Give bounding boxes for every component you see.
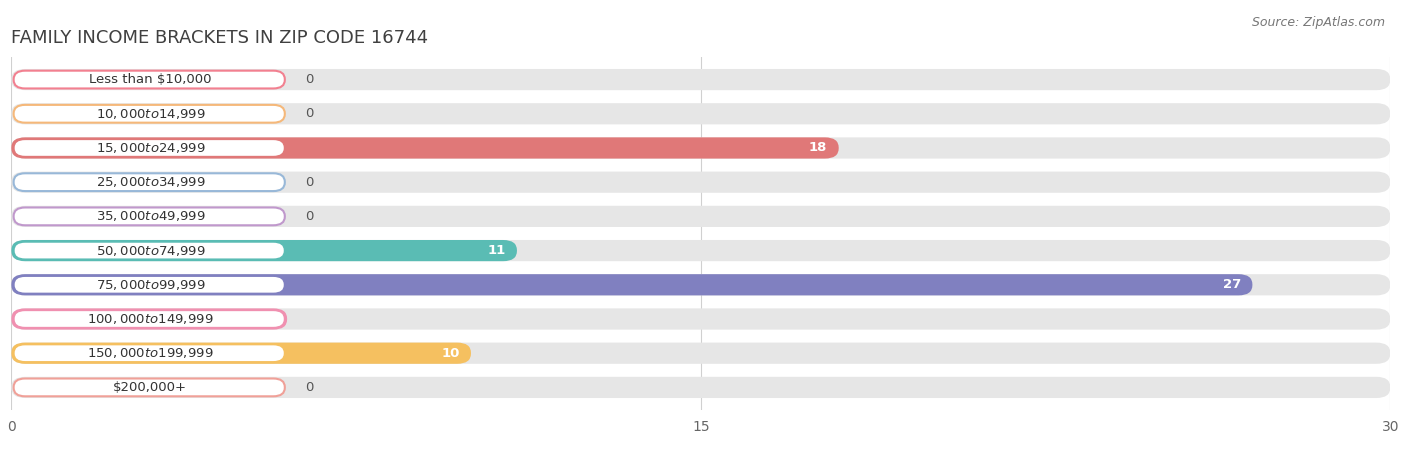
Text: $10,000 to $14,999: $10,000 to $14,999 — [96, 107, 205, 121]
Text: 27: 27 — [1223, 278, 1241, 291]
Text: 18: 18 — [808, 141, 827, 154]
FancyBboxPatch shape — [11, 274, 1391, 295]
FancyBboxPatch shape — [11, 377, 1391, 398]
FancyBboxPatch shape — [14, 139, 285, 157]
FancyBboxPatch shape — [11, 342, 471, 364]
FancyBboxPatch shape — [11, 137, 1391, 158]
Text: $50,000 to $74,999: $50,000 to $74,999 — [96, 243, 205, 257]
FancyBboxPatch shape — [11, 103, 1391, 124]
FancyBboxPatch shape — [14, 105, 285, 123]
FancyBboxPatch shape — [11, 342, 1391, 364]
FancyBboxPatch shape — [14, 344, 285, 362]
Text: 0: 0 — [305, 176, 314, 189]
Text: 10: 10 — [441, 346, 460, 360]
Text: $15,000 to $24,999: $15,000 to $24,999 — [96, 141, 205, 155]
Text: 0: 0 — [305, 381, 314, 394]
Text: $75,000 to $99,999: $75,000 to $99,999 — [96, 278, 205, 292]
Text: 6: 6 — [266, 312, 276, 325]
Text: FAMILY INCOME BRACKETS IN ZIP CODE 16744: FAMILY INCOME BRACKETS IN ZIP CODE 16744 — [11, 29, 429, 47]
FancyBboxPatch shape — [11, 240, 1391, 261]
FancyBboxPatch shape — [14, 310, 285, 328]
FancyBboxPatch shape — [14, 242, 285, 260]
Text: 0: 0 — [305, 210, 314, 223]
Text: Less than $10,000: Less than $10,000 — [89, 73, 212, 86]
FancyBboxPatch shape — [11, 274, 1253, 295]
FancyBboxPatch shape — [11, 308, 1391, 329]
FancyBboxPatch shape — [11, 171, 1391, 193]
Text: 0: 0 — [305, 107, 314, 120]
FancyBboxPatch shape — [14, 173, 285, 191]
Text: Source: ZipAtlas.com: Source: ZipAtlas.com — [1251, 16, 1385, 29]
Text: 0: 0 — [305, 73, 314, 86]
FancyBboxPatch shape — [11, 137, 839, 158]
FancyBboxPatch shape — [14, 378, 285, 396]
Text: $25,000 to $34,999: $25,000 to $34,999 — [96, 175, 205, 189]
Text: $35,000 to $49,999: $35,000 to $49,999 — [96, 209, 205, 223]
Text: 11: 11 — [488, 244, 505, 257]
Text: $150,000 to $199,999: $150,000 to $199,999 — [87, 346, 214, 360]
FancyBboxPatch shape — [11, 69, 1391, 90]
FancyBboxPatch shape — [14, 276, 285, 294]
FancyBboxPatch shape — [11, 206, 1391, 227]
FancyBboxPatch shape — [14, 71, 285, 89]
FancyBboxPatch shape — [11, 308, 287, 329]
FancyBboxPatch shape — [14, 207, 285, 225]
Text: $100,000 to $149,999: $100,000 to $149,999 — [87, 312, 214, 326]
FancyBboxPatch shape — [11, 240, 517, 261]
Text: $200,000+: $200,000+ — [114, 381, 187, 394]
